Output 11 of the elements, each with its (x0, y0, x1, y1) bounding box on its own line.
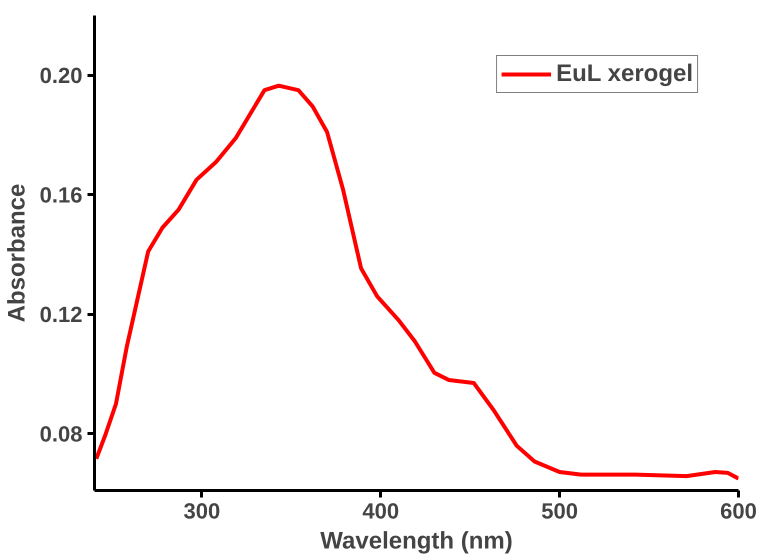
x-tick-label: 300 (183, 498, 220, 524)
y-tick-label: 0.16 (40, 182, 83, 208)
x-tick-label: 400 (362, 498, 400, 524)
y-tick-label: 0.12 (40, 302, 83, 328)
x-tick-label: 600 (720, 498, 757, 524)
y-tick-label: 0.08 (40, 422, 83, 447)
y-axis-title: Absorbance (4, 184, 31, 322)
x-axis-title: Wavelength (nm) (320, 528, 513, 554)
y-tick-label: 0.20 (40, 63, 83, 88)
legend-label: EuL xerogel (556, 60, 693, 88)
x-tick-label: 500 (541, 498, 578, 524)
